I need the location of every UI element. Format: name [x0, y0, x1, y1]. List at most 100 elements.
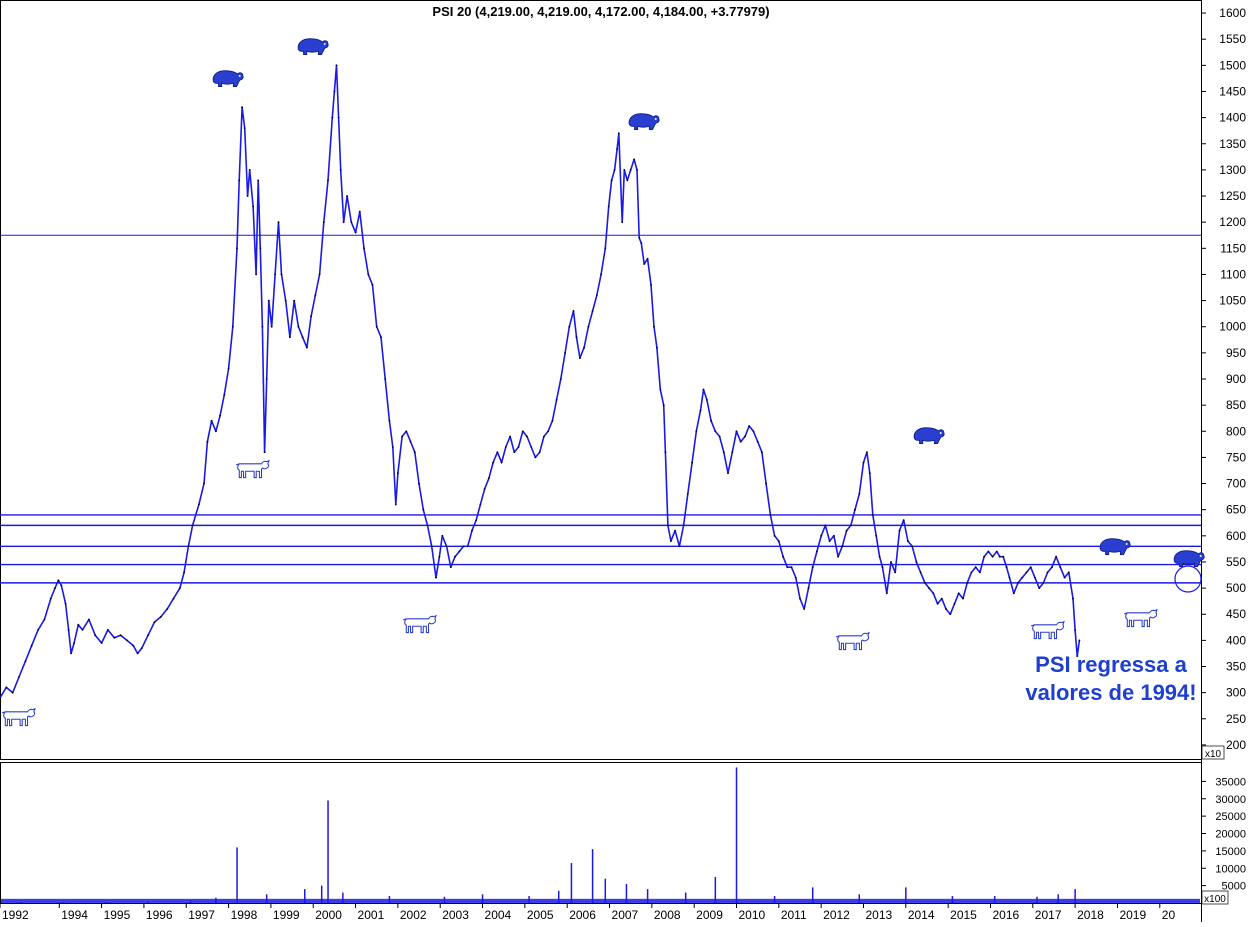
data-point	[662, 404, 665, 406]
data-point	[223, 393, 226, 396]
data-point	[81, 629, 84, 631]
data-point	[183, 571, 186, 574]
data-point	[191, 524, 194, 527]
volume-bar	[189, 900, 192, 903]
data-point	[640, 242, 643, 245]
volume-tick-label: 15000	[1215, 846, 1246, 858]
data-point	[67, 629, 70, 631]
data-point	[735, 430, 738, 433]
data-point	[496, 451, 499, 454]
volume-bar	[327, 800, 329, 903]
price-tick-label: 1250	[1219, 189, 1246, 203]
data-point	[837, 555, 839, 558]
year-label: 2007	[612, 908, 639, 922]
volume-panel	[0, 762, 1202, 904]
year-label: 2002	[400, 908, 427, 922]
volume-bar	[1074, 889, 1076, 903]
data-point	[682, 524, 685, 527]
year-label: 2009	[696, 908, 723, 922]
data-point	[394, 503, 397, 506]
data-point	[1029, 566, 1032, 569]
price-tick-label: 250	[1226, 712, 1246, 726]
data-point	[748, 425, 751, 427]
data-point	[610, 179, 613, 182]
data-point	[77, 623, 80, 626]
data-point	[915, 561, 918, 563]
data-point	[483, 487, 486, 490]
data-point	[24, 660, 27, 663]
price-tick-label: 1150	[1220, 241, 1246, 255]
price-tick-label: 1300	[1219, 163, 1246, 177]
data-point	[100, 642, 103, 644]
data-point	[1078, 639, 1081, 642]
data-point	[699, 409, 702, 412]
year-label: 2019	[1119, 908, 1146, 922]
data-point	[786, 566, 789, 569]
price-multiplier-label: x10	[1205, 749, 1222, 760]
data-point	[769, 514, 772, 516]
data-point	[259, 247, 262, 250]
data-point	[422, 508, 425, 511]
data-point	[265, 378, 268, 380]
data-point	[1021, 576, 1024, 579]
data-point	[458, 550, 461, 553]
data-point	[794, 576, 797, 579]
price-tick-label: 850	[1226, 398, 1246, 412]
year-label: 2016	[992, 908, 1019, 922]
data-point	[998, 555, 1001, 558]
data-point	[70, 652, 72, 655]
volume-bar	[811, 887, 814, 903]
volume-bar	[342, 892, 344, 903]
data-point	[575, 336, 578, 339]
data-point	[559, 378, 562, 380]
data-point	[875, 534, 878, 537]
data-point	[1005, 566, 1008, 569]
price-series	[0, 64, 1081, 699]
data-point	[380, 336, 382, 339]
data-point	[409, 440, 412, 443]
volume-bar	[62, 901, 65, 903]
data-point	[727, 472, 729, 474]
annotation-line: valores de 1994!	[1025, 680, 1196, 705]
volume-tick-label: 35000	[1215, 776, 1246, 788]
price-tick-label: 1450	[1219, 84, 1246, 98]
price-tick-label: 550	[1226, 555, 1246, 569]
data-point	[147, 634, 150, 637]
data-point	[449, 566, 452, 569]
data-point	[301, 336, 304, 339]
data-point	[650, 284, 652, 286]
chart-title: PSI 20 (4,219.00, 4,219.00, 4,172.00, 4,…	[432, 4, 769, 19]
data-point	[636, 169, 638, 171]
data-point	[670, 540, 672, 542]
data-point	[691, 461, 693, 464]
data-point	[572, 310, 575, 312]
data-point	[466, 545, 469, 548]
data-point	[426, 524, 429, 527]
data-point	[5, 686, 8, 689]
data-point	[1072, 597, 1074, 600]
volume-bar	[1036, 896, 1038, 903]
price-multiplier-box	[1201, 745, 1225, 760]
volume-bar	[320, 885, 323, 903]
year-label: 2008	[654, 908, 681, 922]
data-point	[962, 597, 964, 600]
data-point	[1059, 566, 1062, 569]
data-point	[744, 435, 746, 438]
data-point	[274, 273, 276, 276]
data-point	[940, 597, 943, 600]
data-point	[318, 273, 321, 276]
data-point	[845, 529, 848, 532]
data-point	[1067, 571, 1070, 574]
year-label: 2010	[739, 908, 766, 922]
data-point	[263, 451, 266, 454]
data-point	[405, 430, 408, 433]
volume-axis: 5000 10000 15000 20000 25000 30000 35000	[1201, 776, 1246, 893]
data-point	[119, 634, 122, 637]
data-point	[401, 435, 403, 438]
data-point	[504, 446, 507, 448]
data-point	[862, 461, 865, 464]
data-point	[616, 148, 618, 150]
data-point	[752, 430, 755, 433]
data-point	[722, 451, 725, 454]
data-point	[868, 472, 871, 474]
